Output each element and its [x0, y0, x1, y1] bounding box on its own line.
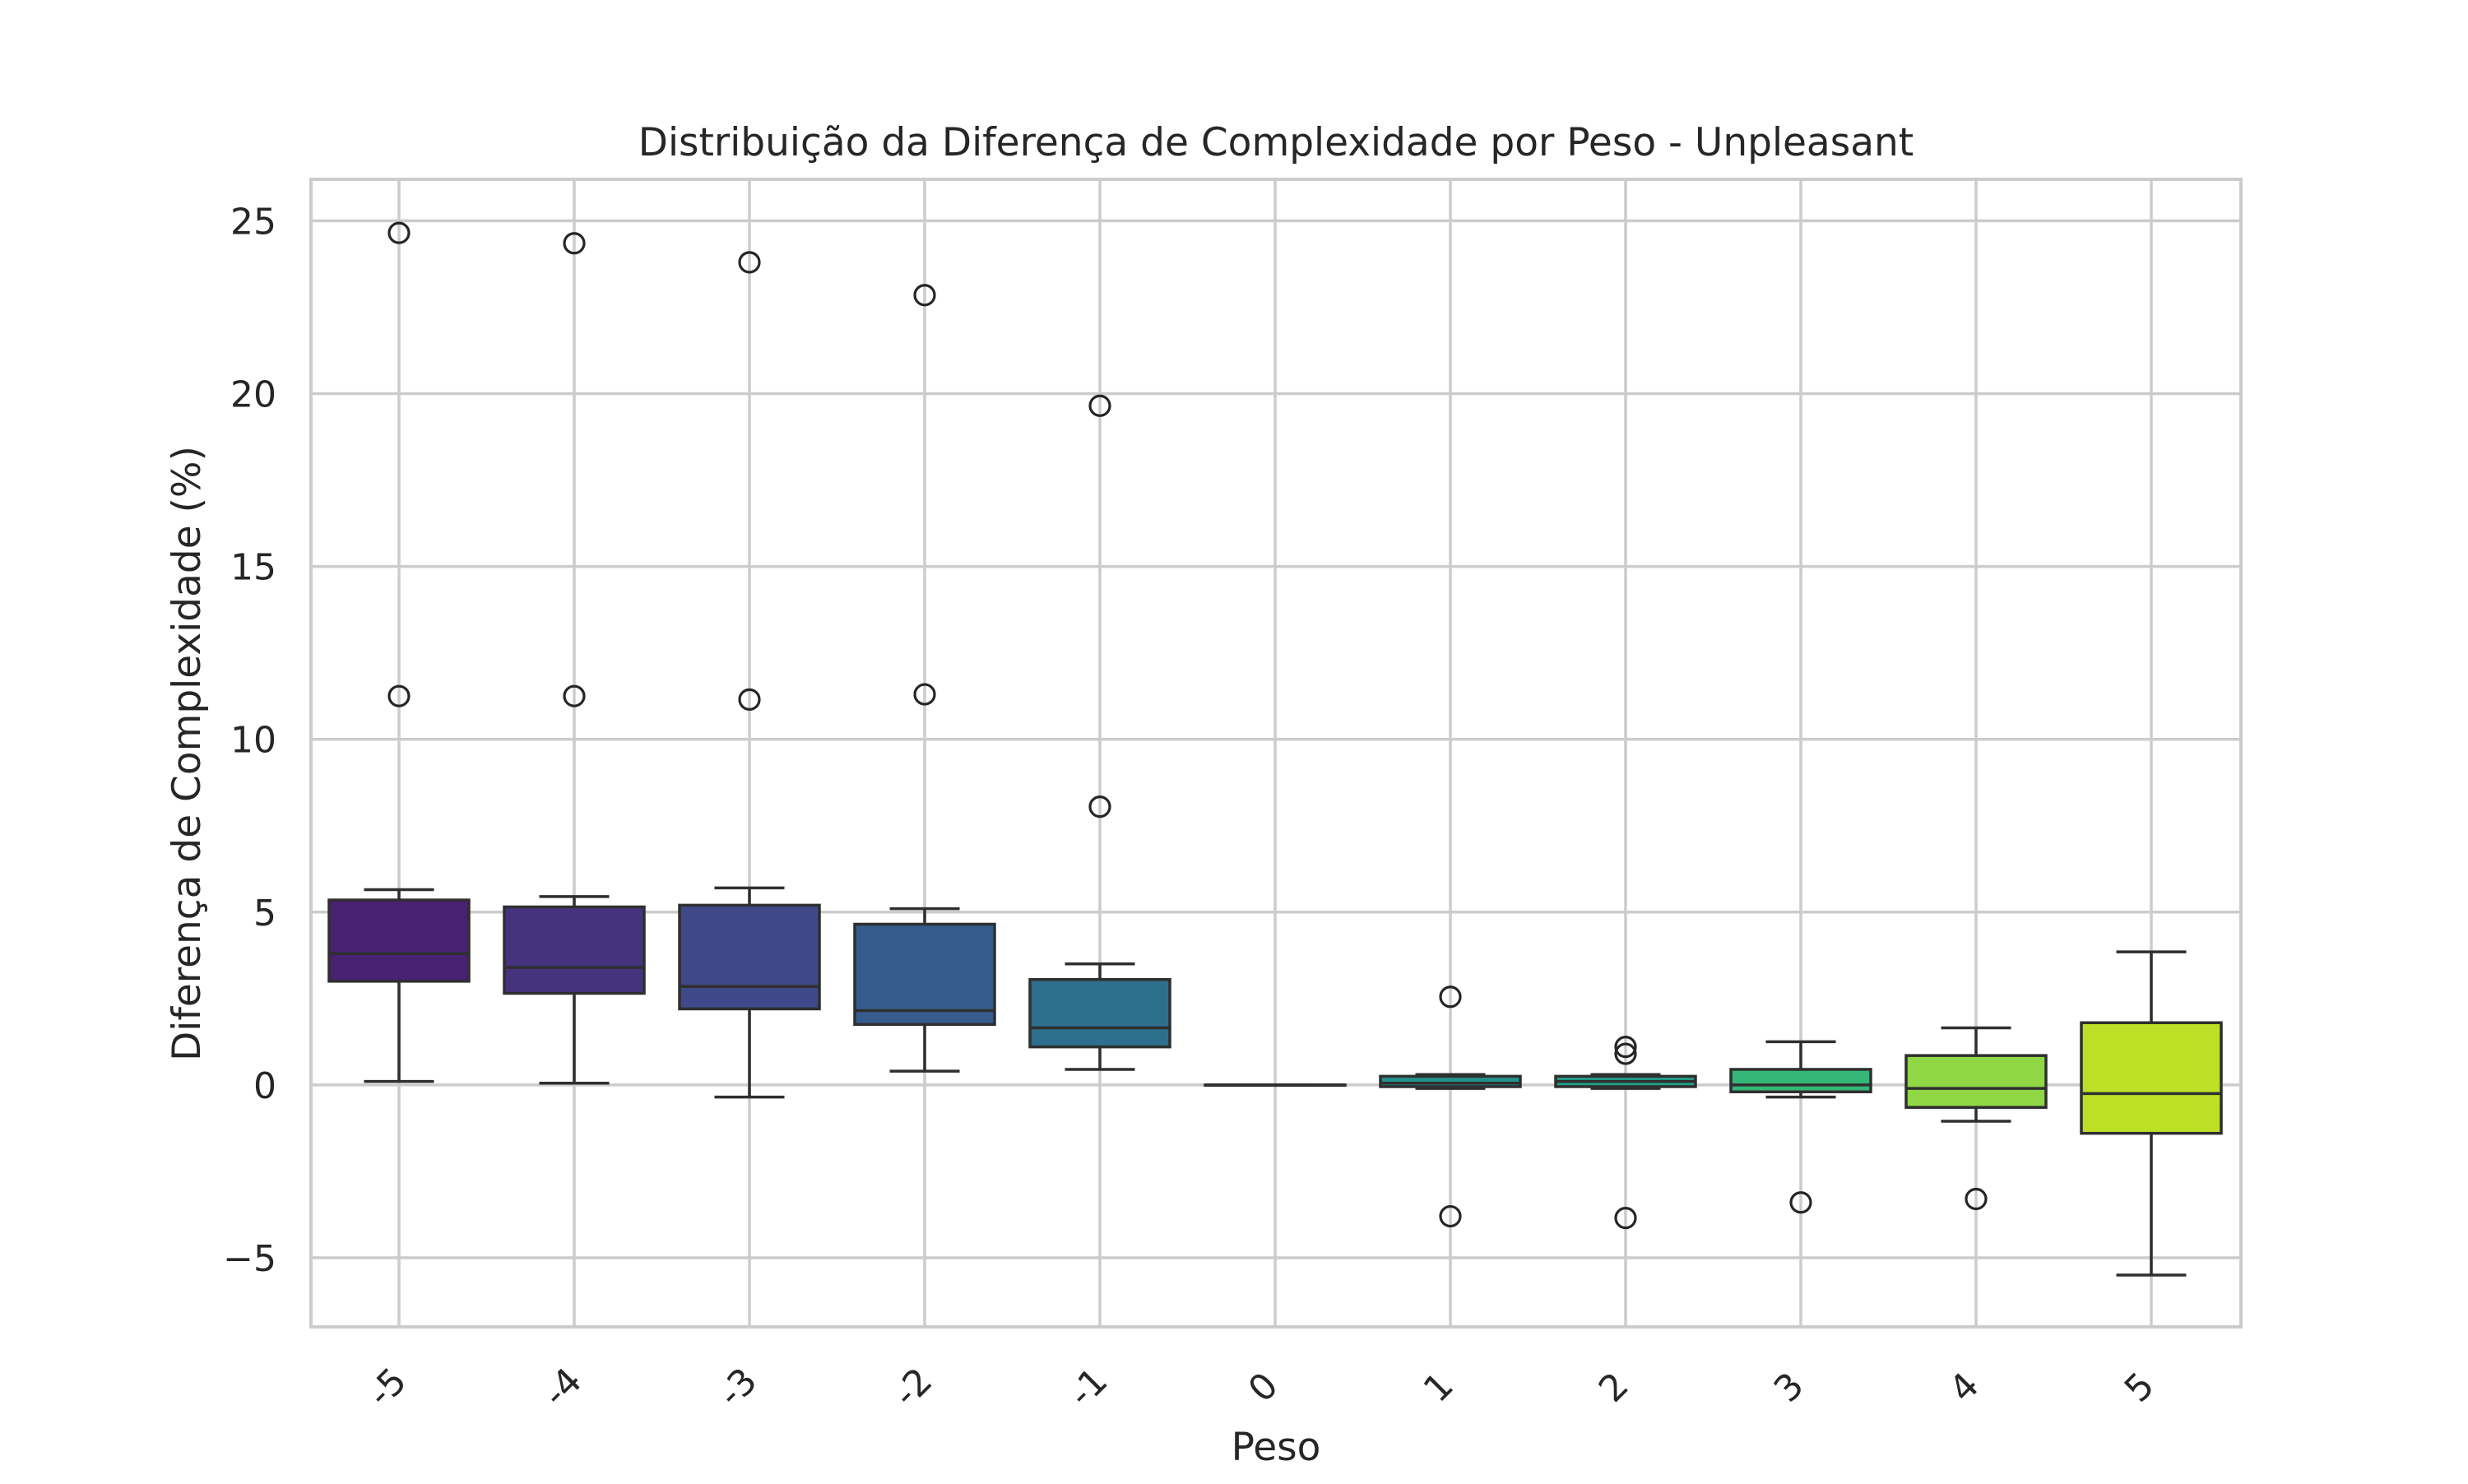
box-group — [678, 251, 821, 1099]
x-tick-label: -4 — [535, 1360, 590, 1415]
outlier-point — [563, 684, 586, 707]
y-axis-label: Diferença de Complexidade (%) — [165, 446, 210, 1061]
box-group — [327, 221, 471, 1083]
box-iqr — [1379, 1074, 1522, 1088]
box-iqr — [1028, 977, 1171, 1049]
outlier-point — [1088, 394, 1111, 417]
box-group — [1904, 1026, 2048, 1211]
box-group — [853, 284, 996, 1073]
box-layer — [327, 221, 2223, 1277]
x-axis-label: Peso — [1232, 1425, 1321, 1470]
outlier-point — [1088, 795, 1111, 819]
y-tick-label: 25 — [230, 201, 276, 243]
plot-frame — [309, 178, 2243, 1329]
x-tick-label: 1 — [1416, 1365, 1462, 1411]
outlier-point — [1614, 1207, 1637, 1230]
x-tick-label: -3 — [710, 1360, 765, 1415]
y-tick-label: 5 — [253, 893, 276, 934]
outlier-point — [1439, 1204, 1462, 1228]
outlier-point — [738, 251, 761, 274]
box-iqr — [678, 903, 821, 1011]
y-tick-label: 0 — [253, 1065, 276, 1107]
y-tick-label: −5 — [223, 1238, 276, 1280]
box-iqr — [327, 898, 471, 983]
outlier-point — [387, 221, 411, 244]
box-group — [2080, 950, 2223, 1277]
tick-layer: −5 0 5 10 15 20 25 -5 -4 -3 -2 -1 0 1 2 3 4 5 — [223, 201, 2163, 1415]
x-tick-label: 2 — [1591, 1365, 1637, 1411]
box-group — [1028, 394, 1171, 1071]
y-tick-label: 20 — [230, 374, 276, 416]
x-tick-label: 3 — [1766, 1365, 1812, 1411]
outlier-point — [1789, 1191, 1812, 1214]
x-tick-label: -2 — [885, 1360, 940, 1415]
x-tick-label: -1 — [1060, 1360, 1116, 1415]
y-tick-label: 10 — [230, 720, 276, 762]
box-group — [1554, 1036, 1697, 1230]
outlier-point — [913, 683, 936, 706]
x-tick-label: 5 — [2117, 1365, 2163, 1411]
outlier-point — [1614, 1042, 1637, 1065]
outlier-point — [1965, 1187, 1988, 1211]
x-tick-label: 0 — [1241, 1365, 1287, 1411]
outlier-point — [563, 232, 586, 255]
box-group — [503, 232, 646, 1085]
x-tick-label: 4 — [1941, 1365, 1988, 1411]
outlier-point — [1439, 985, 1462, 1009]
box-iqr — [1904, 1054, 2048, 1109]
grid-layer — [311, 179, 2241, 1327]
box-group — [1729, 1040, 1872, 1214]
chart-title: Distribuição da Diferença de Complexidad… — [638, 120, 1914, 165]
outlier-point — [387, 684, 411, 707]
box-group — [1204, 1083, 1347, 1087]
box-iqr — [503, 905, 646, 995]
y-tick-label: 15 — [230, 547, 276, 589]
outlier-point — [1614, 1036, 1637, 1059]
box-group — [1379, 985, 1522, 1228]
box-iqr — [2080, 1021, 2223, 1135]
box-iqr — [853, 922, 996, 1027]
x-tick-label: -5 — [360, 1360, 415, 1415]
outlier-point — [913, 284, 936, 307]
outlier-point — [738, 688, 761, 711]
box-iqr — [1729, 1068, 1872, 1094]
